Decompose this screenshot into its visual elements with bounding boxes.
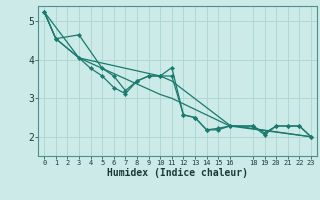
X-axis label: Humidex (Indice chaleur): Humidex (Indice chaleur) [107,168,248,178]
